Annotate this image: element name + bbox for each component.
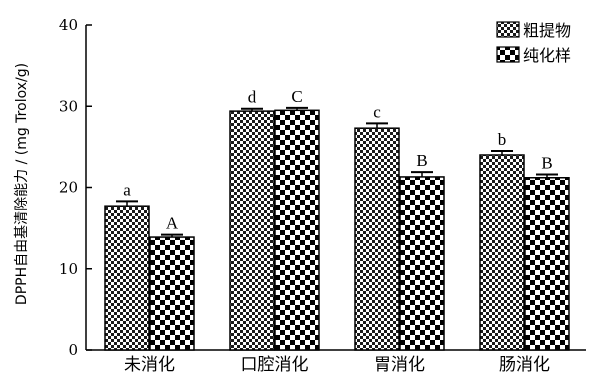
bar	[149, 236, 195, 351]
y-tick-label: 10	[59, 260, 78, 278]
significance-label: b	[498, 130, 507, 149]
bar	[524, 177, 570, 351]
significance-label: c	[373, 102, 381, 121]
significance-label: B	[541, 154, 552, 173]
significance-label: a	[123, 180, 131, 199]
bar	[399, 176, 445, 351]
significance-label: C	[291, 87, 302, 106]
y-ticks: 0 10 20 30 40	[59, 16, 92, 359]
bar	[354, 127, 400, 351]
bars: a Ad Cc Bb B	[104, 87, 570, 351]
bar	[104, 205, 150, 351]
bar	[274, 109, 320, 351]
y-tick-label: 20	[59, 179, 78, 197]
x-tick-label: 肠消化	[499, 355, 550, 374]
significance-label: d	[248, 88, 257, 107]
y-tick-label: 40	[59, 16, 78, 34]
legend-swatch	[496, 21, 520, 38]
y-tick-label: 0	[68, 341, 78, 359]
x-tick-labels: 未消化 口腔消化 胃消化 肠消化	[124, 345, 550, 374]
bar	[229, 110, 275, 351]
legend-swatch	[496, 46, 520, 63]
x-tick-label: 未消化	[124, 355, 175, 374]
significance-label: A	[166, 214, 179, 233]
significance-label: B	[416, 151, 427, 170]
legend-label: 粗提物	[523, 21, 571, 40]
y-tick-label: 30	[59, 97, 78, 115]
legend-label: 纯化样	[523, 46, 571, 65]
y-axis-label: DPPH自由基清除能力 / (mg Trolox/g)	[13, 63, 30, 305]
x-tick-label: 口腔消化	[241, 355, 309, 374]
bar	[479, 154, 525, 351]
x-tick-label: 胃消化	[374, 355, 425, 374]
